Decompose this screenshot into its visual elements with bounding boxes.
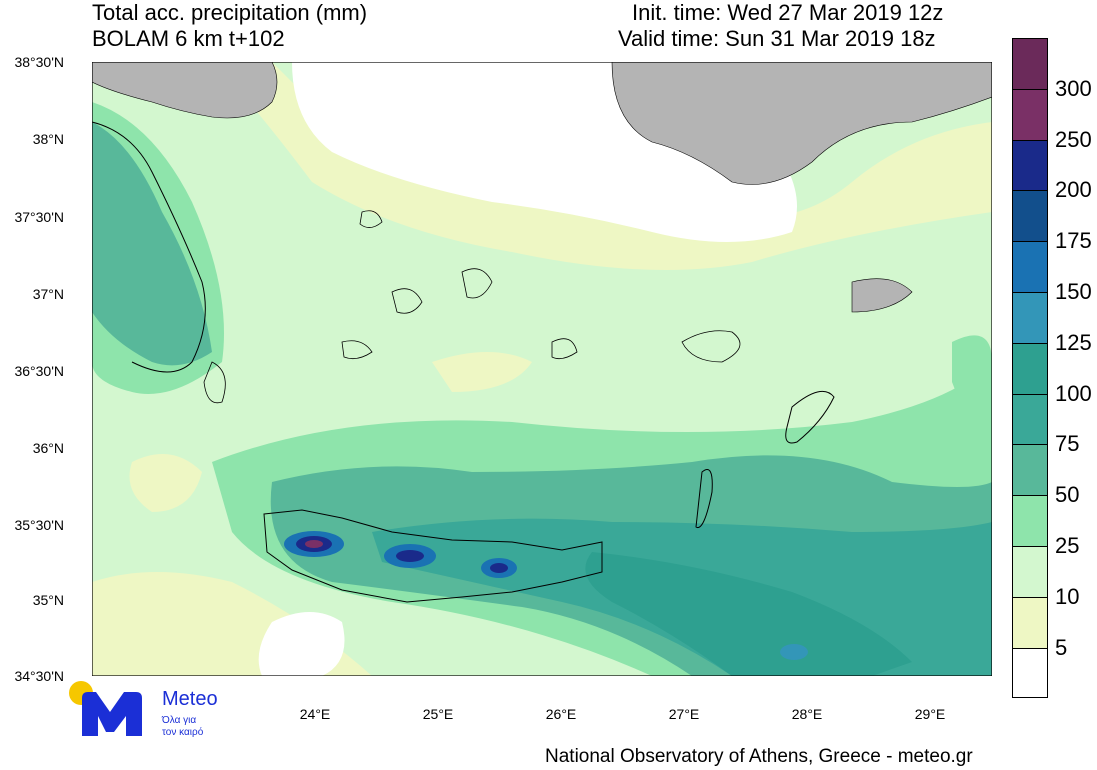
colorbar-swatch xyxy=(1012,342,1048,394)
footer-credit: National Observatory of Athens, Greece -… xyxy=(545,746,973,767)
zone-5-10-central xyxy=(432,352,532,392)
max-2-core xyxy=(396,550,424,562)
precipitation-map xyxy=(92,62,992,676)
lon-label: 29°E xyxy=(914,706,946,722)
colorbar-swatch xyxy=(1012,546,1048,597)
lat-label: 36°30'N xyxy=(14,363,64,379)
land-attica xyxy=(92,62,278,119)
land-bodrum xyxy=(851,278,913,313)
zone-5-10-west xyxy=(129,454,202,512)
colorbar-swatch xyxy=(1012,292,1048,343)
colorbar-swatch xyxy=(1012,444,1048,496)
island-astypalaia xyxy=(551,338,578,360)
peloponnese-coast xyxy=(92,121,206,373)
crete-outline xyxy=(263,509,603,603)
colorbar-label: 200 xyxy=(1055,177,1092,203)
zone-50-75-west xyxy=(92,122,212,366)
init-time: Init. time: Wed 27 Mar 2019 12z xyxy=(632,0,944,25)
colorbar-swatch xyxy=(1012,88,1048,140)
colorbar-label: 25 xyxy=(1055,533,1080,558)
lat-label: 35°N xyxy=(32,592,64,608)
model-label: BOLAM 6 km t+102 xyxy=(92,26,285,51)
colorbar-swatch xyxy=(1012,190,1048,242)
zone-100-125 xyxy=(585,552,912,676)
island-amorgos xyxy=(461,268,493,299)
colorbar-label: 150 xyxy=(1055,279,1092,304)
colorbar-swatch xyxy=(1012,647,1048,699)
colorbar-label: 300 xyxy=(1055,75,1092,101)
land-anatolia xyxy=(611,62,992,185)
zone-lt5-south xyxy=(258,612,345,676)
colorbar-swatch xyxy=(1012,139,1048,191)
logo-tagline-1: Όλα για xyxy=(162,715,197,726)
lat-label: 37°30'N xyxy=(14,209,64,225)
colorbar-label: 10 xyxy=(1055,583,1080,609)
lon-label: 26°E xyxy=(545,706,577,722)
lat-label: 35°30'N xyxy=(14,517,64,533)
colorbar-label: 250 xyxy=(1055,126,1092,152)
island-kos xyxy=(681,330,741,363)
m-logo-icon xyxy=(82,692,142,736)
karpathos-outline xyxy=(695,469,713,529)
lon-label: 24°E xyxy=(299,706,331,722)
colorbar-label: 75 xyxy=(1055,431,1080,457)
colorbar-swatch xyxy=(1012,495,1048,546)
lon-label: 27°E xyxy=(668,706,700,722)
meteo-logo: Meteo Όλα για τον καιρό xyxy=(68,680,228,740)
rhodes-outline xyxy=(785,390,835,444)
island-mykonos xyxy=(359,210,383,228)
chart-title: Total acc. precipitation (mm) xyxy=(92,0,368,25)
logo-tagline-2: τον καιρό xyxy=(162,727,204,738)
lat-label: 34°30'N xyxy=(14,668,64,684)
island-santorini xyxy=(341,340,373,360)
lat-label: 38°N xyxy=(32,131,64,147)
lat-label: 37°N xyxy=(32,286,64,302)
valid-time: Valid time: Sun 31 Mar 2019 18z xyxy=(618,26,936,51)
lon-label: 25°E xyxy=(422,706,454,722)
colorbar-label: 125 xyxy=(1055,329,1092,355)
lat-label: 36°N xyxy=(32,440,64,456)
colorbar-swatch xyxy=(1012,241,1048,292)
logo-name: Meteo xyxy=(162,688,218,710)
colorbar-swatch xyxy=(1012,596,1048,648)
island-naxos xyxy=(391,288,423,314)
colorbar-swatch xyxy=(1012,38,1048,89)
colorbar-label: 175 xyxy=(1055,228,1092,254)
island-kythira xyxy=(203,361,226,404)
lat-label: 38°30'N xyxy=(14,54,64,70)
colorbar-label: 100 xyxy=(1055,380,1092,406)
max-4 xyxy=(780,644,808,660)
lon-label: 28°E xyxy=(791,706,823,722)
zone-25-50-east xyxy=(952,335,992,422)
colorbar-label: 5 xyxy=(1055,634,1068,660)
colorbar-label: 50 xyxy=(1055,482,1080,508)
max-3-core xyxy=(490,563,508,573)
max-1-core xyxy=(305,540,323,548)
colorbar-swatch xyxy=(1012,393,1048,445)
